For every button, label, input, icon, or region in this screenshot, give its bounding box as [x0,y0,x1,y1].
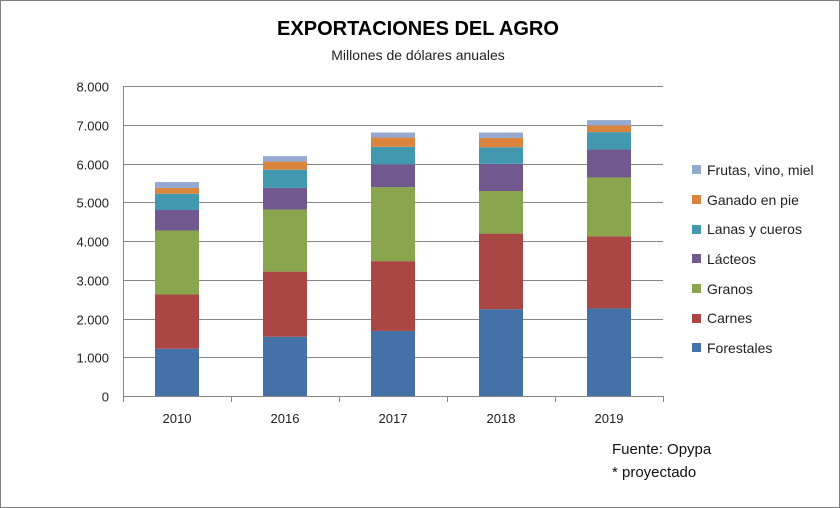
y-tick-label: 3.000 [76,274,109,289]
bar-segment-ganado-en-pie-2017 [371,137,415,147]
bar-segment-ganado-en-pie-2019 [587,125,631,133]
y-tick-label: 7.000 [76,119,109,134]
legend-swatch [692,313,701,323]
bar-segment-carnes-2017 [371,261,415,331]
bar-segment-frutas-vino-miel-2010 [155,182,199,188]
legend-item: Frutas, vino, miel [692,155,814,185]
bar-segment-granos-2016 [263,209,307,272]
legend-swatch [692,165,701,175]
bar-segment-forestales-2019 [587,308,631,396]
bar-segment-forestales-2018 [479,309,523,396]
legend-swatch [692,224,701,234]
bars [155,120,631,396]
bar-segment-lácteos-2018 [479,163,523,192]
legend-item: Forestales [692,333,814,363]
y-tick-label: 6.000 [76,158,109,173]
bar-segment-carnes-2010 [155,294,199,349]
bar-segment-lácteos-2016 [263,187,307,210]
y-tick-label: 5.000 [76,196,109,211]
bar-segment-granos-2010 [155,230,199,295]
legend-item: Carnes [692,303,814,333]
legend-item: Lácteos [692,244,814,274]
bar-segment-lanas-y-cueros-2010 [155,193,199,210]
legend-item: Granos [692,274,814,304]
bar-segment-ganado-en-pie-2010 [155,187,199,194]
bar-segment-frutas-vino-miel-2016 [263,156,307,162]
bar-segment-ganado-en-pie-2018 [479,137,523,148]
bar-segment-lanas-y-cueros-2018 [479,147,523,164]
legend-label: Granos [707,280,753,297]
bar-segment-ganado-en-pie-2016 [263,161,307,170]
y-tick-label: 1.000 [76,351,109,366]
legend-label: Lanas y cueros [707,221,802,238]
bar-segment-frutas-vino-miel-2017 [371,132,415,138]
bar-segment-frutas-vino-miel-2019 [587,120,631,126]
bar-segment-forestales-2010 [155,348,199,396]
y-tick-label: 8.000 [76,80,109,95]
bar-segment-forestales-2016 [263,336,307,396]
bar-segment-lácteos-2010 [155,210,199,231]
legend-label: Lácteos [707,250,757,267]
legend-label: Ganado en pie [707,191,799,208]
x-tick-label: 2017 [379,411,408,426]
chart-title: EXPORTACIONES DEL AGRO [277,18,559,40]
bar-segment-lanas-y-cueros-2016 [263,169,307,188]
bar-segment-lanas-y-cueros-2019 [587,132,631,150]
bar-segment-frutas-vino-miel-2018 [479,132,523,138]
legend-label: Frutas, vino, miel [707,161,814,178]
bar-segment-forestales-2017 [371,330,415,396]
legend-swatch [692,254,701,264]
bar-segment-lácteos-2017 [371,164,415,188]
x-tick-label: 2016 [271,411,300,426]
bar-segment-lácteos-2019 [587,149,631,178]
legend-item: Ganado en pie [692,185,814,215]
legend: Frutas, vino, miel Ganado en pie Lanas y c… [692,155,814,363]
x-tick-label: 2019 [595,411,624,426]
bar-segment-lanas-y-cueros-2017 [371,146,415,165]
bar-segment-granos-2017 [371,187,415,262]
x-tick-label: 2018 [487,411,516,426]
bar-segment-granos-2018 [479,191,523,234]
legend-swatch [692,343,701,353]
y-tick-label: 4.000 [76,235,109,250]
legend-swatch [692,195,701,205]
y-tick-label: 2.000 [76,313,109,328]
bar-segment-carnes-2019 [587,236,631,309]
y-tick-label: 0 [102,390,109,405]
projection-note: * proyectado [612,464,697,481]
chart-subtitle: Millones de dólares anuales [331,47,505,63]
bar-segment-carnes-2016 [263,271,307,337]
source-note: Fuente: Opypa [612,441,712,458]
bar-segment-carnes-2018 [479,233,523,310]
x-tick-label: 2010 [163,411,192,426]
footnote: Fuente: Opypa * proyectado [612,438,711,484]
legend-item: Lanas y cueros [692,214,814,244]
legend-label: Forestales [707,339,773,356]
legend-label: Carnes [707,310,753,327]
axes: 0 1.000 2.000 3.000 4.000 5.000 6.000 7.000 8.00… [76,80,664,426]
bar-segment-granos-2019 [587,177,631,237]
legend-swatch [692,284,701,294]
